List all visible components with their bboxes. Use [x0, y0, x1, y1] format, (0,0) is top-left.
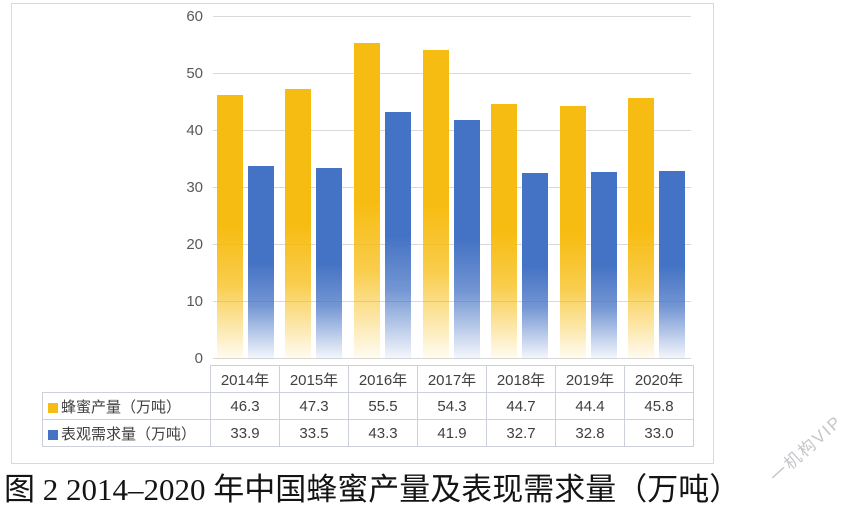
legend-cell-series-1: 表观需求量（万吨）	[42, 419, 211, 447]
bar-蜂蜜产量（万吨）-2016年	[353, 42, 380, 359]
bar-表观需求量（万吨）-2019年	[590, 172, 617, 359]
table-value-2017年-series-1: 41.9	[417, 419, 487, 447]
table-value-2018年-series-1: 32.7	[486, 419, 556, 447]
table-value-2018年-series-0: 44.7	[486, 392, 556, 420]
table-row-series-0: 蜂蜜产量（万吨） 46.3 47.3 55.5 54.3 44.7 44.4 45.8	[42, 392, 694, 420]
table-header-2014年: 2014年	[210, 365, 280, 393]
y-tick-label-50: 50	[186, 65, 203, 82]
gridline-y-30	[213, 187, 691, 188]
legend-key-icon	[48, 429, 58, 440]
gridline-y-10	[213, 301, 691, 302]
bar-蜂蜜产量（万吨）-2017年	[422, 49, 449, 359]
gridline-y-40	[213, 130, 691, 131]
table-value-2014年-series-1: 33.9	[210, 419, 280, 447]
table-value-2019年-series-0: 44.4	[555, 392, 625, 420]
table-value-2020年-series-0: 45.8	[624, 392, 694, 420]
bar-表观需求量（万吨）-2020年	[659, 170, 686, 359]
bar-蜂蜜产量（万吨）-2020年	[628, 97, 655, 359]
bar-group-2015年	[280, 17, 349, 359]
table-header-2018年: 2018年	[486, 365, 556, 393]
table-row-series-1: 表观需求量（万吨） 33.9 33.5 43.3 41.9 32.7 32.8 33.0	[42, 419, 694, 447]
table-value-2017年-series-0: 54.3	[417, 392, 487, 420]
plot-area: 0 10 20 30 40 50 60	[186, 8, 691, 367]
legend-cell-series-0: 蜂蜜产量（万吨）	[42, 392, 211, 420]
bar-表观需求量（万吨）-2016年	[384, 112, 411, 359]
bar-group-2016年	[348, 17, 417, 359]
legend-label: 表观需求量（万吨）	[61, 425, 197, 443]
bar-表观需求量（万吨）-2017年	[453, 120, 480, 359]
table-value-2015年-series-1: 33.5	[279, 419, 349, 447]
bar-group-2017年	[417, 17, 486, 359]
gridline-y-20	[213, 244, 691, 245]
chart-panel: 0 10 20 30 40 50 60 2014年 2015年 2016年 2017年 2018年 2…	[11, 3, 714, 464]
data-table: 2014年 2015年 2016年 2017年 2018年 2019年 2020年 蜂蜜产量（…	[42, 365, 694, 447]
table-value-2020年-series-1: 33.0	[624, 419, 694, 447]
bar-蜂蜜产量（万吨）-2018年	[491, 104, 518, 359]
bar-group-2014年	[211, 17, 280, 359]
bar-表观需求量（万吨）-2018年	[522, 172, 549, 359]
y-tick-label-0: 0	[194, 350, 203, 367]
table-header-2019年: 2019年	[555, 365, 625, 393]
y-tick-label-60: 60	[186, 8, 203, 25]
gridline-y-60	[213, 16, 691, 17]
table-value-2016年-series-1: 43.3	[348, 419, 418, 447]
legend-key-icon	[48, 402, 58, 413]
table-header-2020年: 2020年	[624, 365, 694, 393]
y-tick-label-20: 20	[186, 236, 203, 253]
table-value-2016年-series-0: 55.5	[348, 392, 418, 420]
gridline-y-0	[213, 358, 691, 359]
bar-group-2019年	[554, 17, 623, 359]
table-value-2014年-series-0: 46.3	[210, 392, 280, 420]
bar-蜂蜜产量（万吨）-2014年	[216, 95, 243, 359]
bar-蜂蜜产量（万吨）-2019年	[559, 105, 586, 359]
y-tick-label-40: 40	[186, 122, 203, 139]
table-value-2019年-series-1: 32.8	[555, 419, 625, 447]
bar-group-2018年	[485, 17, 554, 359]
table-header-2016年: 2016年	[348, 365, 418, 393]
gridline-y-50	[213, 73, 691, 74]
bars-layer	[211, 17, 691, 359]
bar-表观需求量（万吨）-2015年	[316, 168, 343, 359]
y-tick-label-10: 10	[186, 293, 203, 310]
bar-表观需求量（万吨）-2014年	[247, 165, 274, 359]
table-header-row: 2014年 2015年 2016年 2017年 2018年 2019年 2020年	[43, 365, 694, 393]
bar-group-2020年	[622, 17, 691, 359]
y-tick-label-30: 30	[186, 179, 203, 196]
figure-caption: 图 2 2014–2020 年中国蜂蜜产量及表现需求量（万吨）	[4, 472, 741, 507]
bar-蜂蜜产量（万吨）-2015年	[285, 89, 312, 359]
legend-label: 蜂蜜产量（万吨）	[61, 398, 182, 416]
table-value-2015年-series-0: 47.3	[279, 392, 349, 420]
table-header-2017年: 2017年	[417, 365, 487, 393]
table-ghost-cell	[43, 366, 211, 393]
table-header-2015年: 2015年	[279, 365, 349, 393]
